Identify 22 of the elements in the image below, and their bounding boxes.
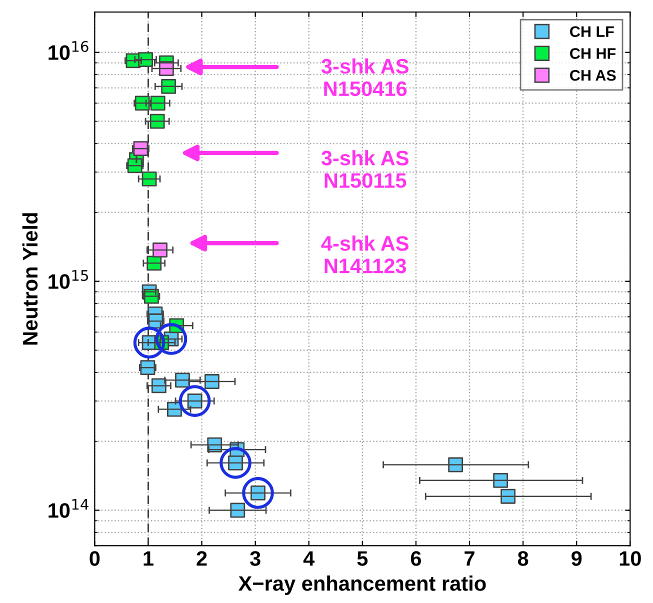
- x-axis-title: X−ray enhancement ratio: [238, 576, 486, 595]
- y-axis-title: Neutron Yield: [22, 213, 38, 345]
- x-tick-label: 6: [410, 551, 421, 566]
- x-tick-label: 4: [303, 551, 315, 566]
- x-tick-label: 7: [464, 551, 474, 566]
- annotation: 3-shk AS N150115: [321, 150, 408, 188]
- x-tick-label: 8: [518, 551, 528, 566]
- y-tick-label: 10$^{16}$: [48, 40, 88, 60]
- x-tick-label: 2: [196, 551, 207, 566]
- annotation: 4-shk AS N141123: [321, 236, 408, 274]
- y-tick-label: 10$^{14}$: [48, 499, 88, 518]
- annotation: 3-shk AS N150416: [321, 58, 408, 96]
- x-tick-label: 9: [572, 551, 582, 566]
- x-tick-label: 1: [144, 551, 154, 566]
- x-tick-label: 0: [90, 551, 100, 566]
- legend-label: CH LF: [570, 26, 614, 38]
- legend-label: CH AS: [570, 70, 616, 81]
- x-tick-label: 3: [250, 551, 260, 566]
- y-tick-label: 10$^{15}$: [48, 270, 88, 289]
- legend-label: CH HF: [570, 48, 616, 59]
- x-tick-label: 5: [357, 551, 368, 566]
- x-tick-label: 10: [620, 551, 641, 566]
